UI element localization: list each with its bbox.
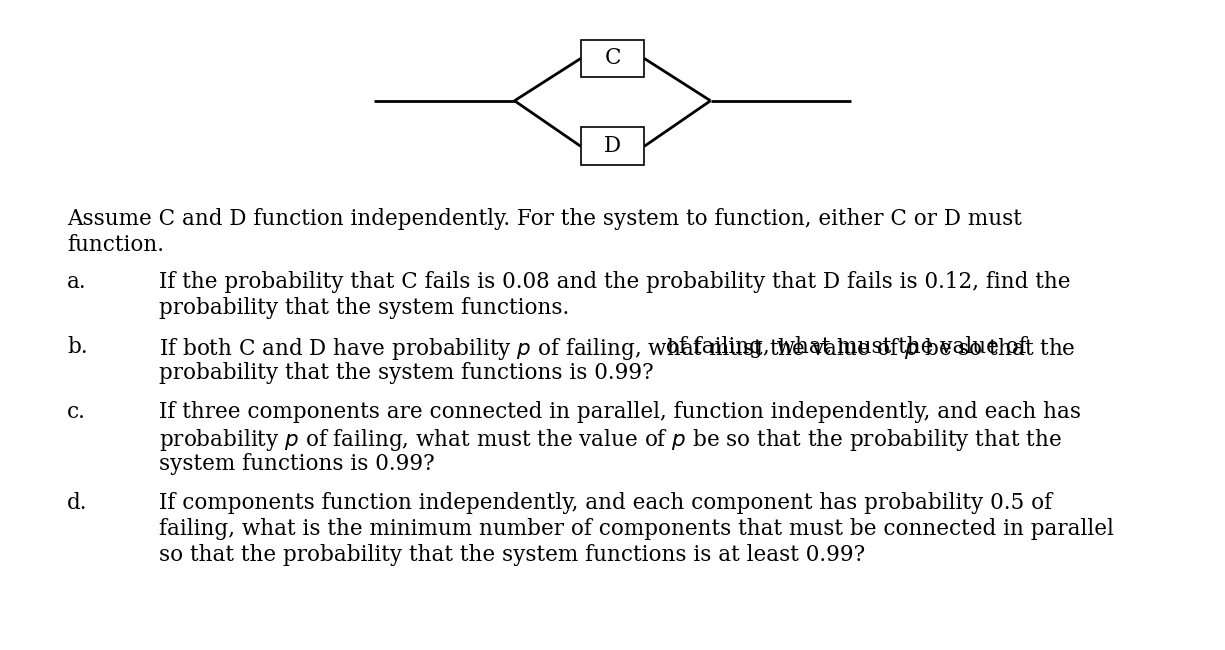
Text: C: C — [604, 47, 621, 70]
Text: If three components are connected in parallel, function independently, and each : If three components are connected in par… — [159, 401, 1082, 423]
Text: failing, what is the minimum number of components that must be connected in para: failing, what is the minimum number of c… — [159, 518, 1114, 540]
Text: If components function independently, and each component has probability 0.5 of: If components function independently, an… — [159, 492, 1052, 514]
Bar — [581, 127, 644, 165]
Text: c.: c. — [67, 401, 86, 423]
Text: function.: function. — [67, 234, 164, 256]
Text: system functions is 0.99?: system functions is 0.99? — [159, 453, 435, 475]
Text: of failing, what must the value of: of failing, what must the value of — [659, 336, 1034, 358]
Text: D: D — [604, 135, 621, 157]
Text: so that the probability that the system functions is at least 0.99?: so that the probability that the system … — [159, 544, 865, 566]
Text: b.: b. — [67, 336, 88, 358]
Text: probability $p$ of failing, what must the value of $p$ be so that the probabilit: probability $p$ of failing, what must th… — [159, 427, 1062, 453]
Text: If both C and D have probability $p$ of failing, what must the value of $p$ be s: If both C and D have probability $p$ of … — [159, 336, 1076, 362]
Text: If the probability that C fails is 0.08 and the probability that D fails is 0.12: If the probability that C fails is 0.08 … — [159, 271, 1071, 293]
Text: probability that the system functions.: probability that the system functions. — [159, 297, 570, 319]
Text: Assume C and D function independently. For the system to function, either C or D: Assume C and D function independently. F… — [67, 208, 1022, 230]
Text: a.: a. — [67, 271, 87, 293]
Text: probability that the system functions is 0.99?: probability that the system functions is… — [159, 362, 654, 384]
Text: d.: d. — [67, 492, 88, 514]
Bar — [581, 40, 644, 77]
